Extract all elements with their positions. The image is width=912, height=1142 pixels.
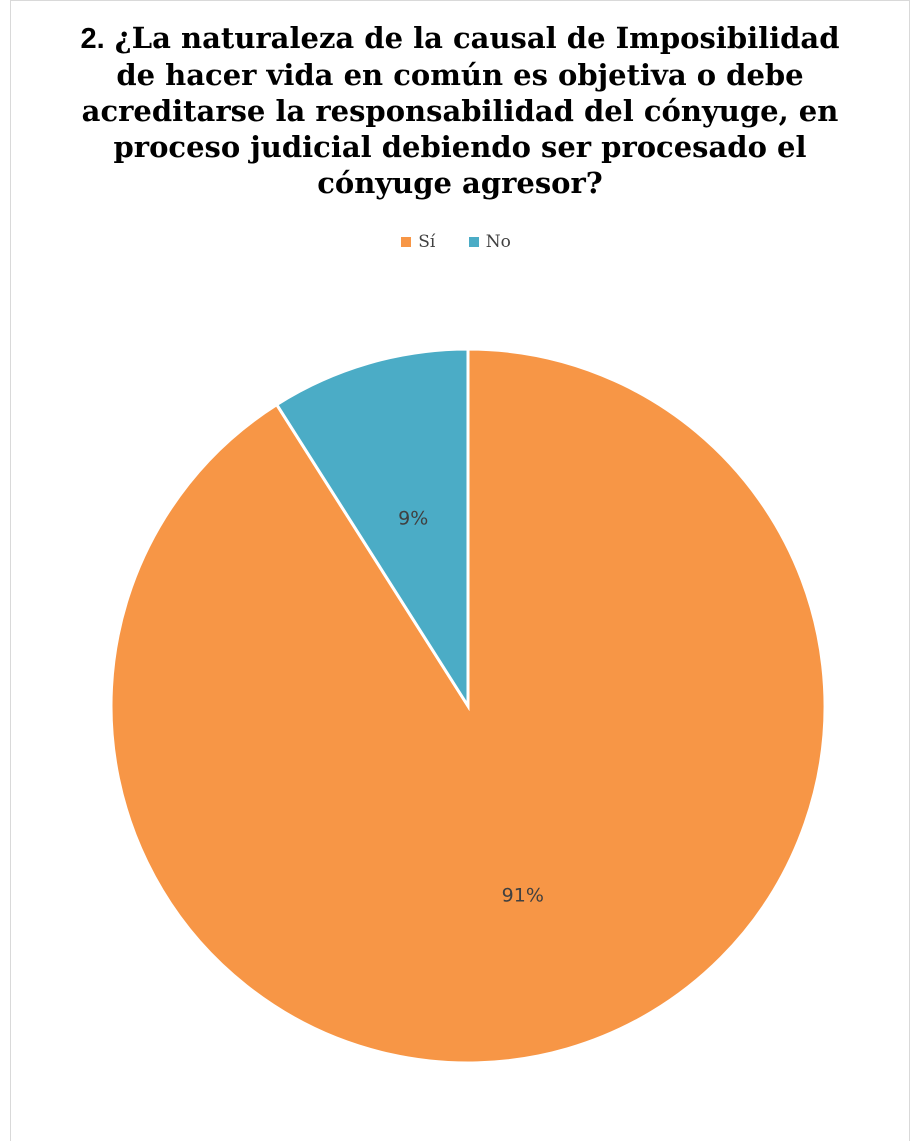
data-label-si: 91% [502, 885, 544, 907]
legend-swatch-si [401, 237, 412, 247]
chart-title: 2. ¿La naturaleza de la causal de Imposi… [60, 20, 860, 201]
data-label-no: 9% [398, 507, 428, 529]
legend-item-no: No [468, 232, 511, 252]
legend-item-si: Sí [401, 232, 435, 252]
pie-slices [109, 347, 827, 1065]
legend-label-si: Sí [418, 232, 436, 252]
pie-slice-si [109, 347, 827, 1065]
legend-swatch-no [468, 237, 479, 247]
chart-legend: Sí No [0, 232, 912, 252]
pie-slice-no [274, 347, 470, 712]
chart-title-text: ¿La naturaleza de la causal de Imposibil… [81, 21, 840, 200]
chart-title-number: 2. [80, 23, 105, 55]
pie-data-labels: 91% 9% [398, 507, 544, 906]
legend-label-no: No [485, 232, 511, 252]
